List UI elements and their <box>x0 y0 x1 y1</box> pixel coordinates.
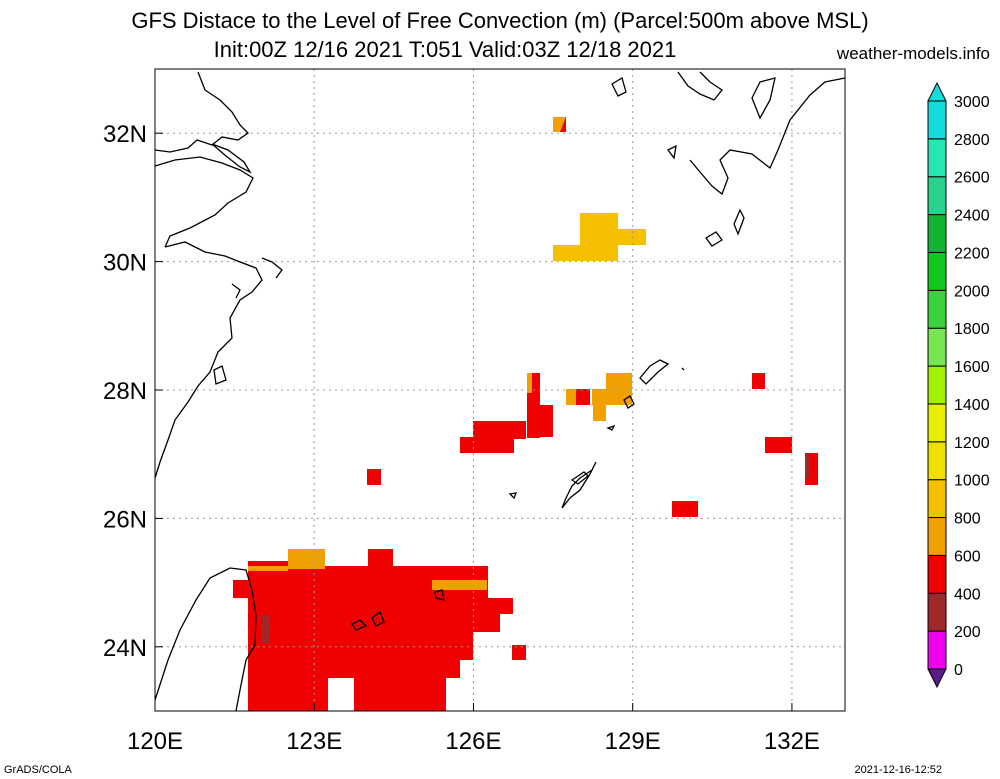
colorbar-label: 1400 <box>954 397 990 414</box>
x-tick-label: 120E <box>127 728 183 755</box>
colorbar: 0 200 400 600 800 1000 1200 1400 1600 1800 2000 220… <box>927 81 990 689</box>
field-cell <box>460 437 514 453</box>
field-cell <box>553 245 618 261</box>
colorbar-label: 0 <box>954 662 963 679</box>
y-tick-label: 28N <box>103 378 147 405</box>
field-cell <box>580 213 618 245</box>
coastlines <box>154 71 846 712</box>
x-axis-labels: 120E 123E 126E 129E 132E <box>127 703 820 755</box>
field-cell <box>288 549 325 569</box>
colorbar-label: 1200 <box>954 435 990 452</box>
field-cell <box>576 389 590 405</box>
field-cell <box>672 501 698 517</box>
colorbar-segment <box>927 327 947 367</box>
field-cell <box>512 645 526 660</box>
x-tick-label: 132E <box>764 728 820 755</box>
field-cell <box>752 373 765 389</box>
colorbar-segment <box>927 403 947 443</box>
field-cell <box>592 389 632 405</box>
colorbar-label: 2600 <box>954 170 990 187</box>
colorbar-segment <box>927 592 947 632</box>
field-gap <box>446 678 488 711</box>
field-cell <box>262 615 270 643</box>
convection-field <box>233 117 818 711</box>
colorbar-label: 2000 <box>954 283 990 300</box>
field-gap <box>328 678 354 711</box>
colorbar-segment <box>927 100 947 140</box>
colorbar-segment <box>927 479 947 519</box>
colorbar-label: 400 <box>954 586 981 603</box>
field-cell <box>367 469 381 485</box>
field-cell <box>593 405 606 421</box>
field-cell <box>527 373 532 393</box>
colorbar-segment <box>927 138 947 178</box>
colorbar-segment <box>927 554 947 594</box>
map-subtitle: Init:00Z 12/16 2021 T:051 Valid:03Z 12/1… <box>213 37 677 62</box>
field-cell <box>432 580 487 590</box>
field-cell <box>618 229 646 245</box>
map-title: GFS Distace to the Level of Free Convect… <box>131 8 869 33</box>
field-cell <box>487 598 513 614</box>
field-gap <box>460 660 488 678</box>
x-tick-label: 126E <box>445 728 501 755</box>
y-tick-label: 26N <box>103 506 147 533</box>
field-cell <box>560 117 566 132</box>
field-cell <box>248 566 288 571</box>
colorbar-label: 800 <box>954 511 981 528</box>
colorbar-label: 2400 <box>954 208 990 225</box>
site-credit[interactable]: weather-models.info <box>836 44 990 63</box>
field-cell <box>540 405 553 437</box>
y-tick-label: 32N <box>103 121 147 148</box>
field-cell <box>487 614 500 632</box>
colorbar-segment <box>927 176 947 216</box>
colorbar-label: 2800 <box>954 132 990 149</box>
colorbar-label: 200 <box>954 624 981 641</box>
footer-timestamp: 2021-12-16-12:52 <box>854 764 942 776</box>
colorbar-label: 600 <box>954 548 981 565</box>
colorbar-segment <box>927 251 947 291</box>
footer-software: GrADS/COLA <box>4 764 72 776</box>
colorbar-label: 3000 <box>954 94 990 111</box>
colorbar-segment <box>927 517 947 556</box>
colorbar-label: 2200 <box>954 245 990 262</box>
y-tick-label: 24N <box>103 635 147 662</box>
colorbar-segment <box>927 289 947 329</box>
colorbar-label: 1000 <box>954 473 990 490</box>
field-cell <box>805 453 809 478</box>
field-cell <box>233 580 253 598</box>
field-cell <box>368 549 393 569</box>
x-tick-label: 129E <box>605 728 661 755</box>
colorbar-under-arrow <box>927 668 947 689</box>
colorbar-segment <box>927 365 947 405</box>
colorbar-label: 1800 <box>954 321 990 338</box>
field-cell <box>765 437 792 453</box>
field-cell <box>473 421 526 439</box>
colorbar-over-arrow <box>927 81 947 102</box>
colorbar-segment <box>927 441 947 481</box>
colorbar-label: 1600 <box>954 359 990 376</box>
y-axis-labels: 24N 26N 28N 30N 32N <box>103 121 163 662</box>
colorbar-segment <box>927 214 947 253</box>
y-tick-label: 30N <box>103 250 147 277</box>
colorbar-segment <box>927 630 947 670</box>
x-tick-label: 123E <box>286 728 342 755</box>
field-gap <box>473 632 488 660</box>
field-cell <box>606 373 632 389</box>
